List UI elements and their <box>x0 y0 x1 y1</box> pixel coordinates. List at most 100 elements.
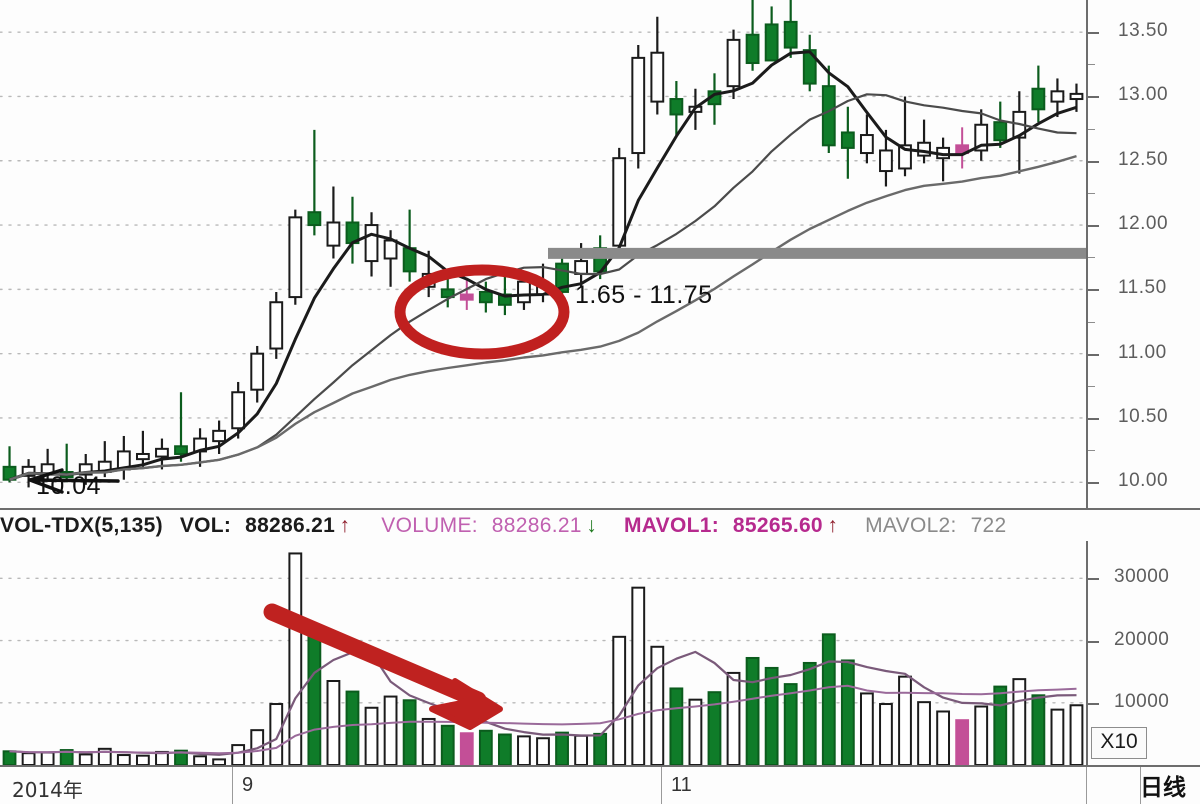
volume-bar[interactable] <box>726 671 741 765</box>
volume-bar[interactable] <box>840 659 855 765</box>
volume-bar[interactable] <box>1050 708 1065 765</box>
candlestick[interactable] <box>364 212 379 277</box>
volume-bar[interactable] <box>1012 678 1027 765</box>
volume-bar[interactable] <box>478 729 493 765</box>
volume-bar[interactable] <box>78 753 93 765</box>
candlestick[interactable] <box>1050 78 1065 118</box>
candlestick[interactable] <box>745 0 760 71</box>
volume-bar[interactable] <box>898 675 912 765</box>
volume-bar[interactable] <box>555 731 569 765</box>
volume-bar[interactable] <box>612 635 627 765</box>
candlestick[interactable] <box>879 129 893 187</box>
candlestick[interactable] <box>1031 65 1046 123</box>
candlestick[interactable] <box>440 273 455 308</box>
candlestick[interactable] <box>478 281 493 313</box>
volume-bar[interactable] <box>307 630 322 765</box>
volume-bar[interactable] <box>536 737 550 765</box>
volume-bar[interactable] <box>402 699 417 765</box>
candlestick[interactable] <box>764 6 779 62</box>
volume-bar[interactable] <box>459 732 474 765</box>
candlestick[interactable] <box>555 253 569 300</box>
volume-bar[interactable] <box>764 666 779 765</box>
volume-indicator-bar[interactable]: VOL-TDX(5,135) VOL: 88286.21 ↑ VOLUME: 8… <box>0 508 1200 544</box>
volume-bar[interactable] <box>593 732 608 765</box>
candlestick[interactable] <box>250 345 265 403</box>
price-chart-panel[interactable] <box>0 0 1086 508</box>
volume-bar[interactable] <box>821 633 836 765</box>
candlestick[interactable] <box>155 438 169 470</box>
volume-bar[interactable] <box>440 724 455 765</box>
candlestick[interactable] <box>936 137 951 182</box>
volume-bar[interactable] <box>745 656 760 765</box>
period-badge[interactable]: 日线 <box>1140 775 1186 801</box>
candlestick[interactable] <box>898 96 912 177</box>
volume-bar[interactable] <box>993 685 1008 765</box>
candlestick[interactable] <box>859 114 874 164</box>
candle-body <box>612 157 627 247</box>
volume-bar[interactable] <box>269 703 284 765</box>
candlestick[interactable] <box>974 109 989 161</box>
volume-axis-tick <box>1088 578 1099 581</box>
candlestick[interactable] <box>459 279 474 310</box>
volume-bar[interactable] <box>40 751 55 765</box>
candlestick[interactable] <box>288 209 303 305</box>
candlestick[interactable] <box>669 81 684 136</box>
volume-bar[interactable] <box>21 752 36 765</box>
volume-bar[interactable] <box>421 717 436 765</box>
candlestick[interactable] <box>917 119 931 164</box>
candlestick[interactable] <box>345 196 360 264</box>
volume-bar[interactable] <box>955 719 970 765</box>
volume-bar[interactable] <box>707 691 722 765</box>
volume-bar[interactable] <box>116 754 131 765</box>
volume-bar[interactable] <box>517 735 531 765</box>
volume-bar[interactable] <box>193 755 207 765</box>
candlestick[interactable] <box>783 0 798 58</box>
candlestick[interactable] <box>307 129 322 236</box>
candlestick[interactable] <box>631 45 646 169</box>
volume-bar[interactable] <box>364 706 379 765</box>
volume-bar[interactable] <box>135 754 150 765</box>
candlestick[interactable] <box>135 430 150 467</box>
candlestick[interactable] <box>116 435 131 480</box>
volume-bar[interactable] <box>783 683 798 765</box>
candlestick[interactable] <box>955 127 970 169</box>
volume-bar[interactable] <box>174 749 188 765</box>
volume-bar[interactable] <box>231 744 246 765</box>
candlestick[interactable] <box>802 34 817 92</box>
candlestick[interactable] <box>840 106 855 179</box>
volume-bar[interactable] <box>859 692 874 765</box>
candlestick[interactable] <box>726 29 741 100</box>
volume-chart-canvas[interactable] <box>0 541 1086 765</box>
candlestick[interactable] <box>650 16 665 115</box>
volume-bar[interactable] <box>2 750 17 765</box>
volume-bar[interactable] <box>917 701 931 765</box>
candlestick[interactable] <box>231 381 246 439</box>
volume-bar[interactable] <box>879 703 893 765</box>
volume-bar[interactable] <box>288 552 303 765</box>
candlestick[interactable] <box>821 65 836 154</box>
volume-bar[interactable] <box>936 710 951 765</box>
date-axis-separator <box>1140 767 1141 804</box>
volume-bar[interactable] <box>497 733 512 765</box>
volume-bar[interactable] <box>802 661 817 765</box>
candlestick[interactable] <box>326 186 341 259</box>
candlestick[interactable] <box>993 101 1008 148</box>
volume-bar[interactable] <box>345 690 360 765</box>
volume-bar[interactable] <box>1069 704 1084 765</box>
volume-bar[interactable] <box>631 586 646 765</box>
price-chart-canvas[interactable] <box>0 0 1086 508</box>
candlestick[interactable] <box>212 420 227 454</box>
volume-bar[interactable] <box>574 734 589 765</box>
volume-bar[interactable] <box>688 698 703 765</box>
price-axis-minor-tick <box>1088 385 1095 387</box>
volume-bar[interactable] <box>326 680 341 765</box>
candlestick[interactable] <box>1069 83 1084 112</box>
volume-chart-panel[interactable] <box>0 541 1086 765</box>
candlestick[interactable] <box>174 392 188 462</box>
volume-bar[interactable] <box>974 705 989 765</box>
volume-bar[interactable] <box>669 687 684 765</box>
candlestick[interactable] <box>269 291 284 359</box>
volume-bar[interactable] <box>383 695 398 765</box>
volume-bar[interactable] <box>1031 694 1046 765</box>
volume-bar[interactable] <box>650 645 665 765</box>
